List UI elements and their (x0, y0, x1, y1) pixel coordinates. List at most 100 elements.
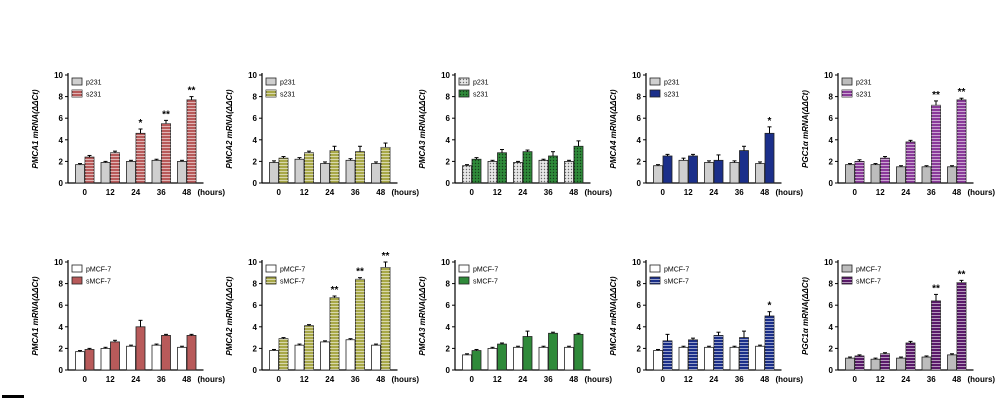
bar (729, 162, 740, 184)
bar (678, 159, 689, 184)
x-tick-label: 0 (853, 188, 858, 197)
bar (947, 354, 957, 371)
bar-pattern-overlay (513, 162, 523, 183)
bar (522, 336, 533, 371)
bar-pattern-overlay (714, 335, 723, 370)
significance-marker: ** (958, 269, 966, 280)
bar-pattern-overlay (304, 325, 314, 370)
y-tick-label: 6 (59, 301, 64, 310)
bar-pattern-overlay (931, 105, 941, 183)
legend-label: p231 (664, 80, 680, 87)
bar (845, 357, 855, 371)
bar (75, 351, 85, 371)
y-tick-label: 6 (253, 114, 258, 123)
x-tick-label: 0 (470, 188, 475, 197)
bar-pattern-overlay (462, 165, 472, 183)
bar (135, 326, 146, 371)
bar (294, 158, 305, 184)
bar-pattern-overlay (330, 150, 339, 183)
x-tick-label: 0 (470, 375, 475, 384)
bar-pattern-overlay (355, 279, 365, 370)
x-tick-label: 24 (131, 188, 140, 197)
bar (497, 343, 507, 371)
bar-pattern-overlay (187, 99, 196, 183)
y-tick-label: 4 (829, 136, 834, 145)
y-tick-label: 10 (248, 71, 257, 80)
x-tick-label: 36 (735, 375, 744, 384)
x-unit-label: (hours) (198, 375, 226, 384)
x-tick-label: 0 (661, 188, 666, 197)
bar (371, 344, 381, 371)
x-tick-label: 12 (300, 188, 309, 197)
y-tick-label: 4 (637, 323, 642, 332)
x-tick-label: 36 (544, 188, 553, 197)
y-tick-label: 2 (829, 344, 834, 353)
legend-label: sMCF-7 (856, 279, 881, 286)
bar (921, 356, 932, 371)
y-tick-label: 2 (637, 157, 642, 166)
legend-swatch (71, 77, 83, 86)
bar-pattern-overlay (330, 297, 339, 370)
x-tick-label: 12 (493, 375, 502, 384)
significance-marker: ** (932, 283, 940, 294)
bar (688, 155, 698, 184)
x-tick-label: 48 (182, 375, 191, 384)
bar-pattern-overlay (548, 156, 558, 183)
legend-label: pMCF-7 (280, 267, 305, 274)
x-tick-label: 12 (684, 188, 693, 197)
bar (653, 165, 663, 184)
significance-marker: * (768, 116, 772, 127)
x-tick-label: 12 (300, 375, 309, 384)
y-tick-label: 10 (824, 258, 833, 267)
y-tick-label: 10 (632, 258, 641, 267)
x-unit-label: (hours) (585, 375, 613, 384)
y-tick-label: 2 (446, 157, 451, 166)
x-tick-label: 36 (157, 375, 166, 384)
y-tick-label: 8 (59, 280, 64, 289)
y-tick-label: 8 (446, 93, 451, 102)
x-tick-label: 36 (927, 188, 936, 197)
bar (177, 160, 187, 184)
legend-label: p231 (473, 80, 489, 87)
bar (161, 335, 171, 371)
bar-pattern-overlay (279, 158, 288, 183)
bar-pattern-overlay (539, 160, 548, 183)
y-tick-label: 2 (253, 344, 258, 353)
legend-label: s231 (856, 92, 871, 99)
bar-pattern-overlay (957, 99, 966, 183)
y-axis-title: PMCA4 mRNA(ΔΔCt) (609, 89, 618, 169)
x-tick-label: 48 (952, 375, 961, 384)
bar (755, 345, 765, 371)
bar (921, 166, 932, 184)
y-tick-label: 10 (54, 71, 63, 80)
legend-swatch (71, 276, 83, 285)
y-tick-label: 6 (253, 301, 258, 310)
x-unit-label: (hours) (968, 188, 996, 197)
legend-swatch-pattern (650, 277, 660, 284)
y-tick-label: 2 (829, 157, 834, 166)
bar (729, 346, 740, 371)
bar (896, 166, 906, 184)
x-tick-label: 36 (927, 375, 936, 384)
bar (548, 332, 558, 371)
bar (75, 164, 85, 184)
x-tick-label: 0 (83, 375, 88, 384)
x-tick-label: 12 (684, 375, 693, 384)
significance-marker: ** (958, 87, 966, 98)
y-tick-label: 8 (637, 93, 642, 102)
bar-pattern-overlay (279, 338, 288, 370)
y-tick-label: 6 (829, 114, 834, 123)
x-unit-label: (hours) (392, 375, 420, 384)
bar (151, 344, 162, 371)
y-axis-title: PGC1α mRNA(ΔΔCt) (801, 277, 810, 355)
legend-label: p231 (856, 80, 872, 87)
bar-pattern-overlay (381, 147, 390, 183)
x-tick-label: 12 (876, 188, 885, 197)
bar (100, 347, 111, 371)
y-tick-label: 2 (637, 344, 642, 353)
legend-swatch (265, 77, 277, 86)
y-axis-title: PMCA1 mRNA(ΔΔCt) (31, 89, 40, 169)
bar (704, 162, 714, 184)
legend-swatch-pattern (459, 90, 469, 97)
